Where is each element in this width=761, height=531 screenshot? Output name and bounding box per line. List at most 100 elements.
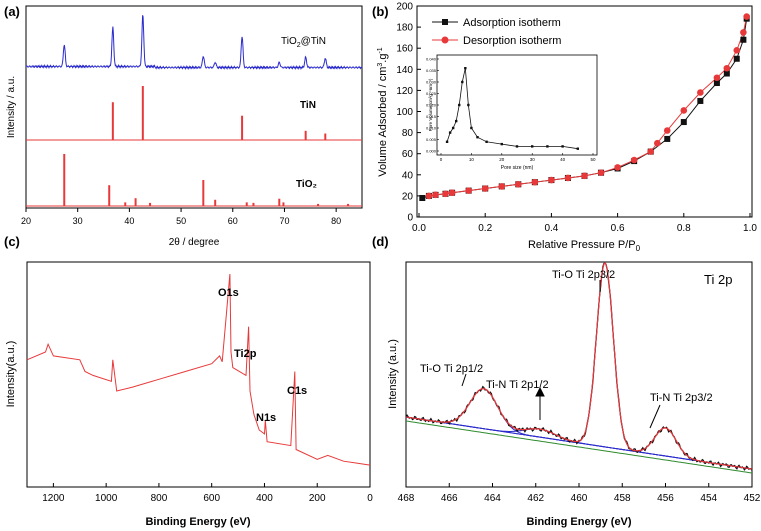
adsorption-point [740, 36, 747, 43]
panel-d-label: (d) [372, 234, 389, 249]
inset-ytick-label: 0.010 [426, 126, 437, 131]
desorption-point [425, 192, 433, 200]
desorption-point [713, 74, 721, 82]
desorption-point [740, 29, 747, 36]
inset-xtick-label: 0 [440, 157, 443, 162]
inset-point [500, 142, 503, 146]
b-xtick-label: 0.4 [544, 223, 558, 234]
panel-d-title: Ti 2p [704, 272, 732, 287]
panel-b-series [419, 13, 750, 202]
annotation-tin-2p32: Ti-N Ti 2p3/2 [650, 392, 713, 404]
d-xtick-label: 468 [398, 493, 415, 504]
a-xtick-label: 70 [279, 216, 289, 226]
inset-frame [436, 54, 598, 156]
inset-point [485, 140, 488, 143]
inset-ytick-label: 0.035 [426, 68, 437, 73]
panel-b: (b) 0.0 0.2 0.4 0.6 0.8 1.0020406080100120140… [372, 2, 757, 254]
desorption-point [630, 156, 638, 164]
inset-ytick-label: 0.005 [426, 137, 437, 142]
d-xtick-label: 456 [657, 493, 674, 504]
annotation-ti2p: Ti2p [234, 348, 257, 360]
a-xtick-label: 30 [73, 216, 83, 226]
annotation-o1s: O1s [218, 287, 239, 299]
b-xtick-label: 1.0 [743, 223, 757, 234]
inset-ytick-label: 0.025 [426, 91, 437, 96]
panel-b-legend: Adsorption isotherm Desorption isotherm [432, 17, 561, 47]
adsorption-point [713, 80, 720, 87]
tio2-reference-lines [26, 154, 362, 207]
desorption-point [548, 176, 555, 184]
envelope-line [405, 261, 753, 470]
desorption-point [680, 107, 688, 114]
inset-ytick-label: 0.040 [426, 57, 437, 62]
annotation-tio-2p32: Ti-O Ti 2p3/2 [552, 269, 615, 281]
inset-ytick-label: 0.020 [426, 103, 437, 108]
panel-c-xlabel: Binding Energy (eV) [145, 516, 250, 528]
panel-b-label: (b) [372, 4, 389, 19]
c-xtick-label: 600 [203, 493, 220, 504]
a-xtick-label: 50 [176, 216, 186, 226]
label-tio2: TiO₂ [296, 179, 317, 190]
inset-plot: 0 10 20 30 40 50 0.000 0.005 0.010 0.015 0.020 0.02… [426, 57, 596, 163]
adsorption-point [419, 195, 426, 202]
c-xtick-label: 200 [309, 493, 326, 504]
inset-point [531, 145, 534, 148]
annotation-n1s: N1s [256, 412, 276, 424]
arrow-tin-2p32 [649, 404, 661, 429]
inset-xtick-label: 20 [499, 157, 505, 162]
inset-point [470, 126, 473, 130]
c-xtick-label: 400 [256, 493, 273, 504]
panel-a: (a) 20 30 40 50 60 70 80 2θ / degree Intensity… [4, 4, 363, 248]
inset-point [455, 119, 458, 123]
desorption-point [654, 139, 661, 147]
desorption-point [564, 174, 572, 182]
c-xtick-label: 800 [151, 493, 168, 504]
adsorption-point [680, 119, 687, 126]
inset-xlabel: Pore size (nm) [501, 165, 534, 171]
inset-point [467, 103, 470, 107]
b-xtick-label: 0.2 [478, 223, 492, 234]
b-ytick-label: 80 [402, 128, 414, 139]
a-xtick-label: 80 [331, 216, 341, 226]
b-ytick-label: 140 [396, 65, 413, 76]
d-xtick-label: 452 [744, 493, 761, 504]
desorption-point [442, 190, 449, 198]
legend-adsorption: Adsorption isotherm [463, 17, 561, 29]
inset-point [451, 126, 455, 130]
legend-marker-desorption [441, 36, 449, 44]
arrowhead-tin-2p12 [535, 386, 545, 397]
d-xtick-label: 464 [484, 493, 501, 504]
b-ytick-label: 100 [396, 107, 413, 118]
desorption-point [723, 64, 731, 72]
inset-point [461, 80, 464, 84]
inset-point [546, 145, 549, 148]
label-tio2-tin: TiO2@TiN [281, 36, 326, 49]
c-xtick-label: 1200 [42, 493, 65, 504]
adsorption-point [733, 55, 740, 62]
desorption-point [432, 191, 439, 199]
b-ytick-label: 160 [396, 44, 413, 55]
c-xtick-label: 1000 [95, 493, 118, 504]
inset-xtick-label: 30 [530, 157, 536, 162]
panel-a-label: (a) [4, 4, 20, 19]
inset-point [515, 145, 519, 148]
panel-c: (c) 1200 1000 800 600 400 200 0 Binding Energy… [4, 234, 373, 528]
legend-marker-adsorption [442, 19, 448, 25]
adsorption-point [723, 70, 730, 77]
panel-b-xlabel: Relative Pressure P/P0 [528, 239, 641, 253]
annotation-arrows [461, 280, 661, 429]
b-ytick-label: 200 [396, 2, 413, 13]
c-xtick-label: 0 [367, 493, 373, 504]
panel-c-label: (c) [4, 234, 20, 249]
d-xtick-label: 460 [571, 493, 588, 504]
a-xtick-label: 60 [228, 216, 238, 226]
b-ytick-label: 0 [407, 213, 413, 224]
background-line [405, 420, 753, 474]
inset-xtick-label: 40 [560, 157, 566, 162]
desorption-point [465, 187, 472, 194]
d-xtick-label: 462 [527, 493, 544, 504]
panel-d-ticks: 468 466 464 462 460 458 456 454 452 [398, 483, 761, 504]
panel-d: (d) 468 466 464 462 460 458 456 454 452 Binding … [372, 234, 761, 528]
a-xtick-label: 20 [21, 216, 31, 226]
inset-point [576, 147, 579, 150]
